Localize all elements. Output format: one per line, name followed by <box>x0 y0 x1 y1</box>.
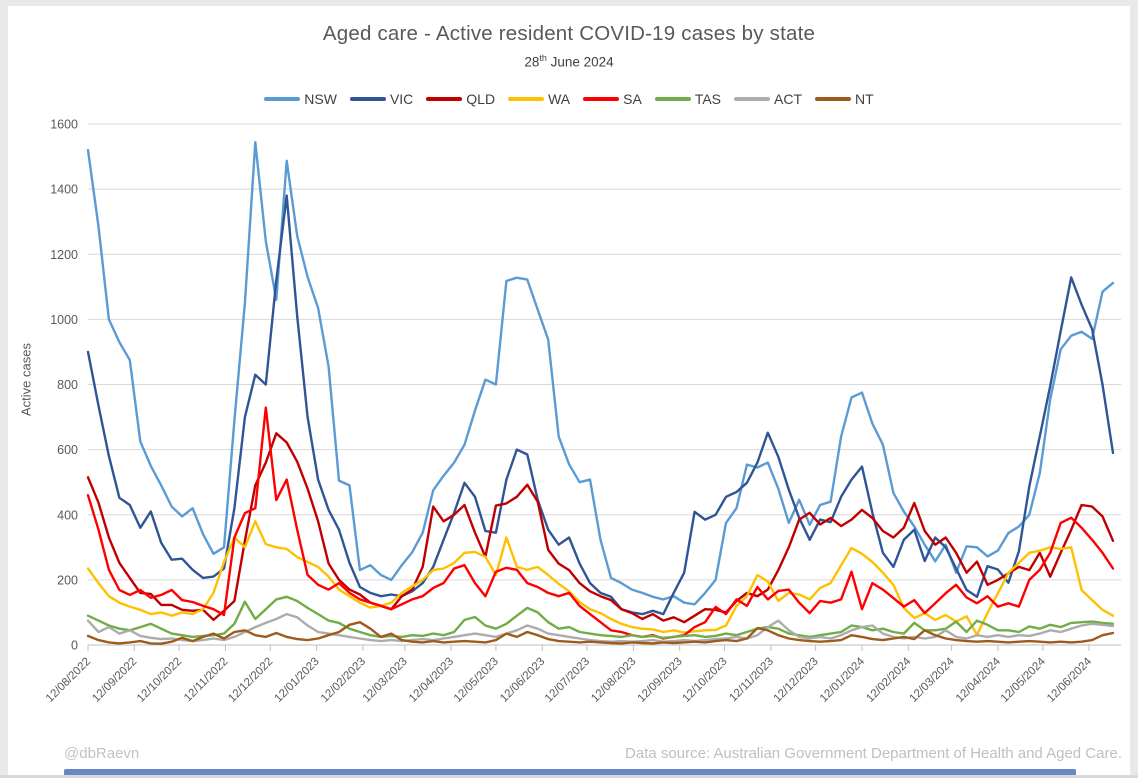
legend-label-wa: WA <box>548 91 571 107</box>
bottom-accent-bar <box>64 769 1076 776</box>
legend-swatch-sa <box>583 97 620 101</box>
legend-item-nt: NT <box>815 91 874 107</box>
svg-text:12/06/2023: 12/06/2023 <box>498 656 547 705</box>
svg-text:1000: 1000 <box>50 313 78 327</box>
legend-label-nt: NT <box>855 91 874 107</box>
data-source-note: Data source: Australian Government Depar… <box>625 745 1122 762</box>
legend-item-act: ACT <box>734 91 802 107</box>
svg-text:12/07/2023: 12/07/2023 <box>543 656 592 705</box>
svg-text:12/09/2023: 12/09/2023 <box>636 656 685 705</box>
window-bottom-edge <box>0 775 1138 778</box>
svg-text:12/02/2024: 12/02/2024 <box>864 655 914 705</box>
legend-label-qld: QLD <box>466 91 496 107</box>
legend-swatch-act <box>734 97 771 101</box>
svg-text:12/08/2022: 12/08/2022 <box>44 656 93 705</box>
legend-label-nsw: NSW <box>304 91 337 107</box>
chart-legend: NSW VIC QLD WA SA TAS ACT NT <box>0 91 1138 107</box>
legend-label-vic: VIC <box>389 91 414 107</box>
svg-text:12/08/2023: 12/08/2023 <box>589 656 638 705</box>
svg-text:12/04/2023: 12/04/2023 <box>407 656 456 705</box>
legend-swatch-tas <box>654 97 691 101</box>
subtitle-rest: June 2024 <box>546 54 614 70</box>
svg-text:12/10/2022: 12/10/2022 <box>135 656 184 705</box>
subtitle-day: 28 <box>524 54 540 70</box>
x-axis <box>87 645 1090 651</box>
subtitle-ordinal: th <box>539 53 547 63</box>
chart-panel <box>8 6 1130 778</box>
svg-text:12/05/2023: 12/05/2023 <box>452 656 501 705</box>
x-axis-tick-labels: 12/08/202212/09/202212/10/202212/11/2022… <box>44 655 1095 705</box>
legend-swatch-qld <box>426 97 463 101</box>
legend-swatch-nsw <box>264 97 301 101</box>
svg-text:1200: 1200 <box>50 248 78 262</box>
svg-text:12/12/2022: 12/12/2022 <box>226 656 275 705</box>
series-nsw <box>86 140 1115 606</box>
series-sa <box>86 406 1115 640</box>
legend-item-qld: QLD <box>426 91 495 107</box>
series-nt <box>86 621 1115 645</box>
svg-text:12/11/2022: 12/11/2022 <box>182 656 231 705</box>
chart-subtitle: 28th June 2024 <box>0 53 1138 70</box>
svg-text:12/03/2024: 12/03/2024 <box>908 655 958 705</box>
watermark-handle: @dbRaevn <box>64 745 140 762</box>
y-axis-title: Active cases <box>18 343 34 416</box>
legend-swatch-wa <box>508 97 545 101</box>
series-wa <box>86 520 1115 637</box>
chart-title: Aged care - Active resident COVID-19 cas… <box>322 22 816 45</box>
legend-item-sa: SA <box>583 91 642 107</box>
svg-text:800: 800 <box>57 378 78 392</box>
legend-item-vic: VIC <box>349 91 414 107</box>
series-act <box>86 612 1115 643</box>
gridlines <box>88 123 1121 646</box>
svg-text:1400: 1400 <box>50 183 78 197</box>
svg-text:12/09/2022: 12/09/2022 <box>90 656 139 705</box>
svg-text:12/06/2024: 12/06/2024 <box>1045 655 1095 705</box>
svg-text:12/11/2023: 12/11/2023 <box>727 656 776 705</box>
svg-text:1600: 1600 <box>50 118 78 132</box>
svg-text:0: 0 <box>71 639 78 653</box>
legend-label-tas: TAS <box>694 91 722 107</box>
svg-text:12/01/2023: 12/01/2023 <box>273 656 322 705</box>
svg-text:600: 600 <box>57 443 78 457</box>
legend-swatch-vic <box>349 97 386 101</box>
svg-text:400: 400 <box>57 508 78 522</box>
svg-text:200: 200 <box>57 573 78 587</box>
legend-item-wa: WA <box>508 91 570 107</box>
legend-item-tas: TAS <box>654 91 722 107</box>
svg-text:12/12/2023: 12/12/2023 <box>772 656 821 705</box>
series-vic <box>86 194 1115 616</box>
legend-label-sa: SA <box>623 91 642 107</box>
legend-label-act: ACT <box>774 91 803 107</box>
y-axis-tick-labels: 0 200 400 600 800 1000 1200 1400 1600 <box>50 118 78 653</box>
svg-text:12/03/2023: 12/03/2023 <box>361 656 410 705</box>
svg-text:12/10/2023: 12/10/2023 <box>680 656 729 705</box>
legend-swatch-nt <box>815 97 852 101</box>
series-tas <box>86 595 1115 639</box>
svg-text:12/05/2024: 12/05/2024 <box>999 655 1049 705</box>
svg-text:12/04/2024: 12/04/2024 <box>954 655 1004 705</box>
svg-text:12/01/2024: 12/01/2024 <box>818 655 868 705</box>
legend-item-nsw: NSW <box>264 91 337 107</box>
